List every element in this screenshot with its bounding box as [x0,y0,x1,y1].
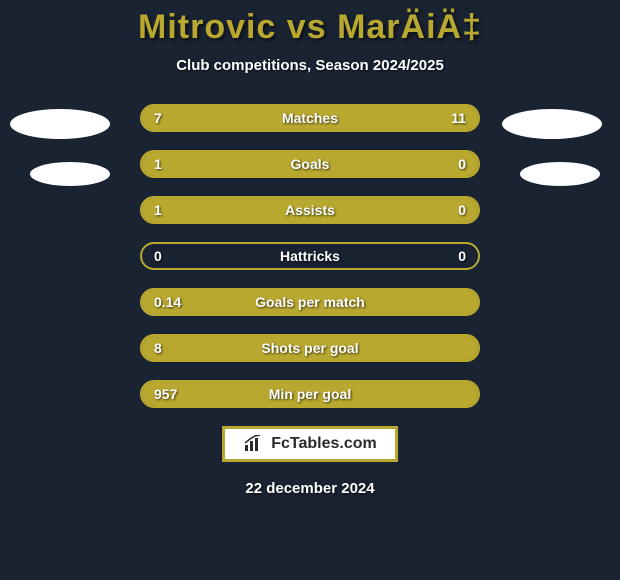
stat-row: 00Hattricks [140,242,480,270]
chart-icon [243,435,265,453]
stat-row: 8Shots per goal [140,334,480,362]
stat-label: Goals per match [142,294,478,310]
stat-row: 10Goals [140,150,480,178]
placeholder-oval [30,162,110,186]
brand-badge: FcTables.com [222,426,398,462]
comparison-infographic: Mitrovic vs MarÄiÄ‡ Club competitions, S… [0,0,620,580]
stat-label: Assists [142,202,478,218]
brand-text: FcTables.com [271,435,377,453]
stat-label: Shots per goal [142,340,478,356]
chart-area: 711Matches 10Goals 10Assists 00Hattricks 0.1… [0,104,620,414]
stats-rows: 711Matches 10Goals 10Assists 00Hattricks 0.1… [140,104,480,408]
stat-label: Min per goal [142,386,478,402]
stat-label: Hattricks [142,248,478,264]
page-title: Mitrovic vs MarÄiÄ‡ [138,8,482,47]
stat-row: 10Assists [140,196,480,224]
placeholder-oval [502,109,602,139]
placeholder-oval [10,109,110,139]
placeholder-oval [520,162,600,186]
date-label: 22 december 2024 [245,480,374,497]
stat-label: Goals [142,156,478,172]
stat-row: 0.14Goals per match [140,288,480,316]
stat-row: 957Min per goal [140,380,480,408]
stat-label: Matches [142,110,478,126]
stat-row: 711Matches [140,104,480,132]
subtitle: Club competitions, Season 2024/2025 [176,57,444,74]
